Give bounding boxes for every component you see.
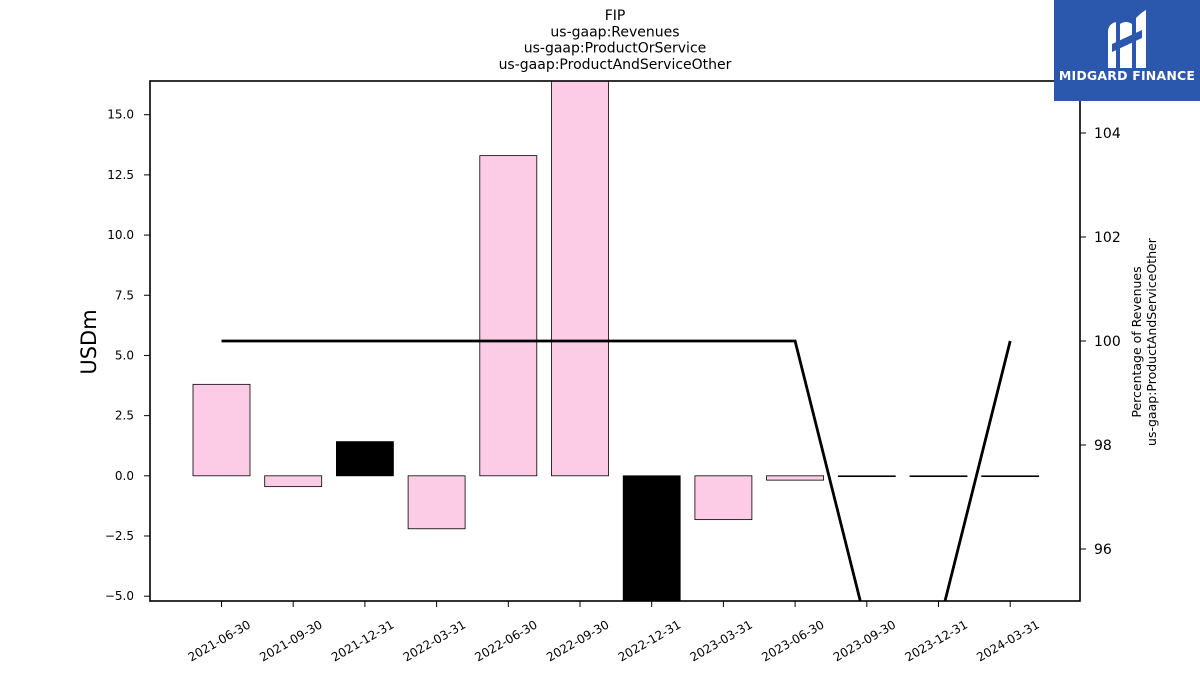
y2-axis-label: Percentage of Revenues us-gaap:ProductAnd…	[1129, 237, 1159, 446]
y-axis-right: 96 98 100 102 104	[1080, 126, 1121, 558]
bar	[766, 475, 824, 481]
title-line: us-gaap:Revenues	[550, 24, 679, 40]
y2-tick-label: 100	[1094, 334, 1121, 350]
y2-label-line: us-gaap:ProductAndServiceOther	[1144, 237, 1159, 446]
x-tick-label: 2022-06-30	[472, 617, 539, 664]
y2-tick-label: 96	[1094, 542, 1112, 558]
y-axis-left: −5.0 −2.5 0.0 2.5 5.0 7.5 10.0 12.5 15.0	[105, 108, 150, 603]
y-tick-label: 15.0	[107, 108, 134, 122]
bar	[407, 475, 466, 530]
percentage-line	[221, 339, 1012, 601]
title-line: us-gaap:ProductOrService	[524, 41, 707, 57]
percentage-line-series	[221, 339, 1012, 601]
x-tick-label: 2022-03-31	[401, 617, 468, 664]
x-tick-label: 2023-06-30	[759, 617, 826, 664]
y-tick-label: 5.0	[115, 348, 134, 362]
y-tick-label: 7.5	[115, 288, 134, 302]
x-tick-label: 2022-09-30	[544, 617, 611, 664]
bar	[479, 155, 538, 477]
bar	[981, 475, 1040, 478]
x-tick-label: 2023-03-31	[687, 617, 754, 664]
brand-logo: MIDGARD FINANCE	[1054, 0, 1200, 101]
y-tick-label: 0.0	[115, 469, 134, 483]
brand-mark-icon	[1108, 10, 1146, 68]
bar	[335, 441, 394, 477]
x-tick-label: 2021-09-30	[257, 617, 324, 664]
title-line: FIP	[605, 8, 626, 24]
bar	[909, 475, 968, 478]
bar	[622, 475, 681, 602]
bar	[192, 383, 251, 477]
y2-tick-label: 98	[1094, 438, 1112, 454]
x-tick-label: 2022-12-31	[616, 617, 683, 664]
x-tick-label: 2023-12-31	[903, 617, 970, 664]
bar	[837, 475, 896, 478]
y2-label-line: Percentage of Revenues	[1129, 266, 1144, 417]
y-tick-label: 2.5	[115, 409, 134, 423]
title-line: us-gaap:ProductAndServiceOther	[499, 57, 732, 73]
x-tick-label: 2021-06-30	[186, 617, 253, 664]
y-axis-label: USDm	[77, 309, 101, 374]
bar	[264, 475, 323, 488]
x-tick-label: 2023-09-30	[831, 617, 898, 664]
x-axis: 2021-06-30 2021-09-30 2021-12-31 2022-03-31…	[186, 601, 1042, 664]
y-tick-label: 12.5	[107, 168, 134, 182]
bar	[551, 80, 609, 477]
x-tick-label: 2024-03-31	[974, 617, 1041, 664]
y2-tick-label: 104	[1094, 126, 1121, 142]
y-tick-label: −5.0	[105, 589, 134, 603]
y-tick-label: 10.0	[107, 228, 134, 242]
y2-tick-label: 102	[1094, 230, 1121, 246]
chart-title: FIPus-gaap:Revenuesus-gaap:ProductOrServ…	[499, 8, 732, 73]
brand-name: MIDGARD FINANCE	[1058, 68, 1196, 83]
bar	[694, 475, 753, 521]
x-tick-label: 2021-12-31	[329, 617, 396, 664]
y-tick-label: −2.5	[105, 529, 134, 543]
